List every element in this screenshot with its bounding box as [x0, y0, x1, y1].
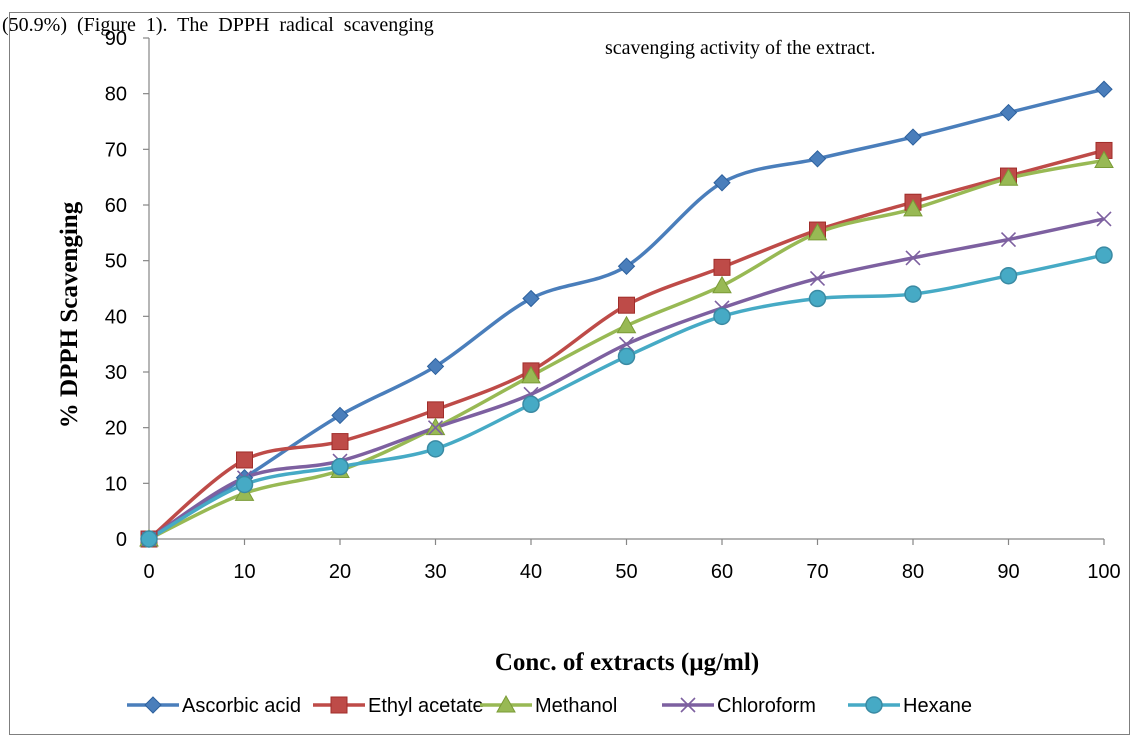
legend-label-ethyl-acetate: Ethyl acetate [368, 695, 484, 717]
data-point-chloroform [905, 250, 921, 266]
legend-label-ascorbic-acid: Ascorbic acid [182, 695, 301, 717]
x-axis-title: Conc. of extracts (µg/ml) [495, 649, 759, 676]
page-text-right: scavenging activity of the extract. [605, 37, 876, 59]
legend-item-ascorbic-acid: Ascorbic acid [127, 695, 301, 717]
series-markers [139, 80, 1114, 548]
data-point-hexane [140, 530, 158, 548]
data-point-ascorbic-acid [808, 150, 827, 168]
y-axis-title: % DPPH Scavenging [56, 201, 83, 428]
y-tick-label: 90 [105, 28, 127, 50]
data-point-methanol [998, 168, 1019, 186]
data-point-hexane [713, 307, 731, 326]
legend-marker-ascorbic-acid [144, 696, 162, 714]
legend-label-methanol: Methanol [535, 695, 617, 717]
data-point-hexane [617, 347, 636, 366]
data-point-ethyl-acetate [427, 401, 444, 419]
x-tick-label: 30 [424, 561, 446, 583]
legend-marker-ethyl-acetate [330, 696, 348, 714]
x-tick-label: 80 [902, 561, 924, 583]
data-point-chloroform [1000, 231, 1017, 248]
x-tick-label: 10 [233, 561, 255, 583]
legend: Ascorbic acid Ethyl acetate Methanol Chloro… [127, 694, 972, 717]
page-text-line: (50.9%) (Figure 1). The DPPH radical sca… [0, 0, 1138, 59]
series-lines [147, 87, 1105, 541]
x-tick-label: 0 [143, 561, 154, 583]
data-point-ethyl-acetate [618, 296, 635, 314]
page-text-left: (50.9%) (Figure 1). The DPPH radical sca… [2, 14, 434, 36]
data-point-ascorbic-acid [617, 257, 636, 275]
data-point-hexane [331, 457, 349, 476]
legend-marker-chloroform [680, 697, 696, 713]
legend-label-chloroform: Chloroform [717, 695, 816, 717]
data-point-ascorbic-acid [522, 289, 540, 308]
data-point-hexane [999, 266, 1018, 285]
legend-item-methanol: Methanol [480, 694, 617, 717]
series-markers-hexane [140, 246, 1113, 548]
data-point-hexane [1095, 246, 1113, 264]
x-tick-label: 20 [329, 561, 351, 583]
legend-marker-hexane [865, 696, 883, 714]
y-tick-label: 0 [116, 529, 127, 551]
y-tick-label: 30 [105, 362, 127, 384]
y-tick-label: 70 [105, 139, 127, 161]
data-point-chloroform [809, 270, 826, 287]
data-point-chloroform [618, 336, 635, 352]
data-point-hexane [522, 395, 540, 414]
data-point-ethyl-acetate [236, 451, 253, 469]
legend-item-hexane: Hexane [848, 695, 972, 717]
axes: 0 10 20 30 40 50 60 70 80 90 0 10 20 30 40 50 60 70 80 90 10… [105, 28, 1121, 583]
data-point-methanol [807, 222, 828, 241]
legend-item-ethyl-acetate: Ethyl acetate [313, 695, 484, 717]
chart-border [9, 12, 1130, 735]
data-point-ascorbic-acid [904, 128, 922, 146]
y-tick-label: 10 [105, 473, 127, 495]
data-point-hexane [235, 475, 254, 494]
y-tick-label: 20 [105, 418, 127, 440]
data-point-methanol [903, 198, 923, 217]
data-point-ethyl-acetate [331, 433, 349, 451]
x-tick-label: 40 [520, 561, 542, 583]
y-tick-label: 60 [105, 195, 127, 217]
data-point-hexane [808, 289, 827, 308]
data-point-ascorbic-acid [999, 103, 1018, 122]
data-point-methanol [521, 365, 541, 384]
data-point-methanol [1094, 150, 1114, 168]
data-point-chloroform [427, 420, 444, 436]
data-point-hexane [426, 440, 445, 458]
data-point-ascorbic-acid [713, 174, 731, 192]
data-point-chloroform [1096, 211, 1112, 227]
x-tick-label: 100 [1087, 561, 1120, 583]
x-tick-label: 50 [615, 561, 637, 583]
data-point-ascorbic-acid [331, 406, 349, 425]
legend-item-chloroform: Chloroform [662, 695, 816, 717]
series-line-ascorbic-acid [148, 87, 1105, 541]
data-point-ascorbic-acid [1095, 80, 1113, 98]
y-tick-label: 50 [105, 251, 127, 273]
x-tick-label: 70 [806, 561, 828, 583]
x-tick-label: 60 [711, 561, 733, 583]
legend-label-hexane: Hexane [903, 695, 972, 717]
series-markers-ascorbic-acid [140, 80, 1113, 548]
x-tick-label: 90 [997, 561, 1019, 583]
y-tick-label: 80 [105, 84, 127, 106]
data-point-methanol [616, 315, 637, 334]
data-point-methanol [712, 275, 732, 294]
y-tick-label: 40 [105, 306, 127, 328]
legend-marker-methanol [496, 694, 516, 713]
data-point-ascorbic-acid [426, 357, 445, 376]
series-markers-chloroform [141, 211, 1112, 547]
data-point-ethyl-acetate [713, 258, 731, 276]
data-point-hexane [904, 285, 922, 303]
